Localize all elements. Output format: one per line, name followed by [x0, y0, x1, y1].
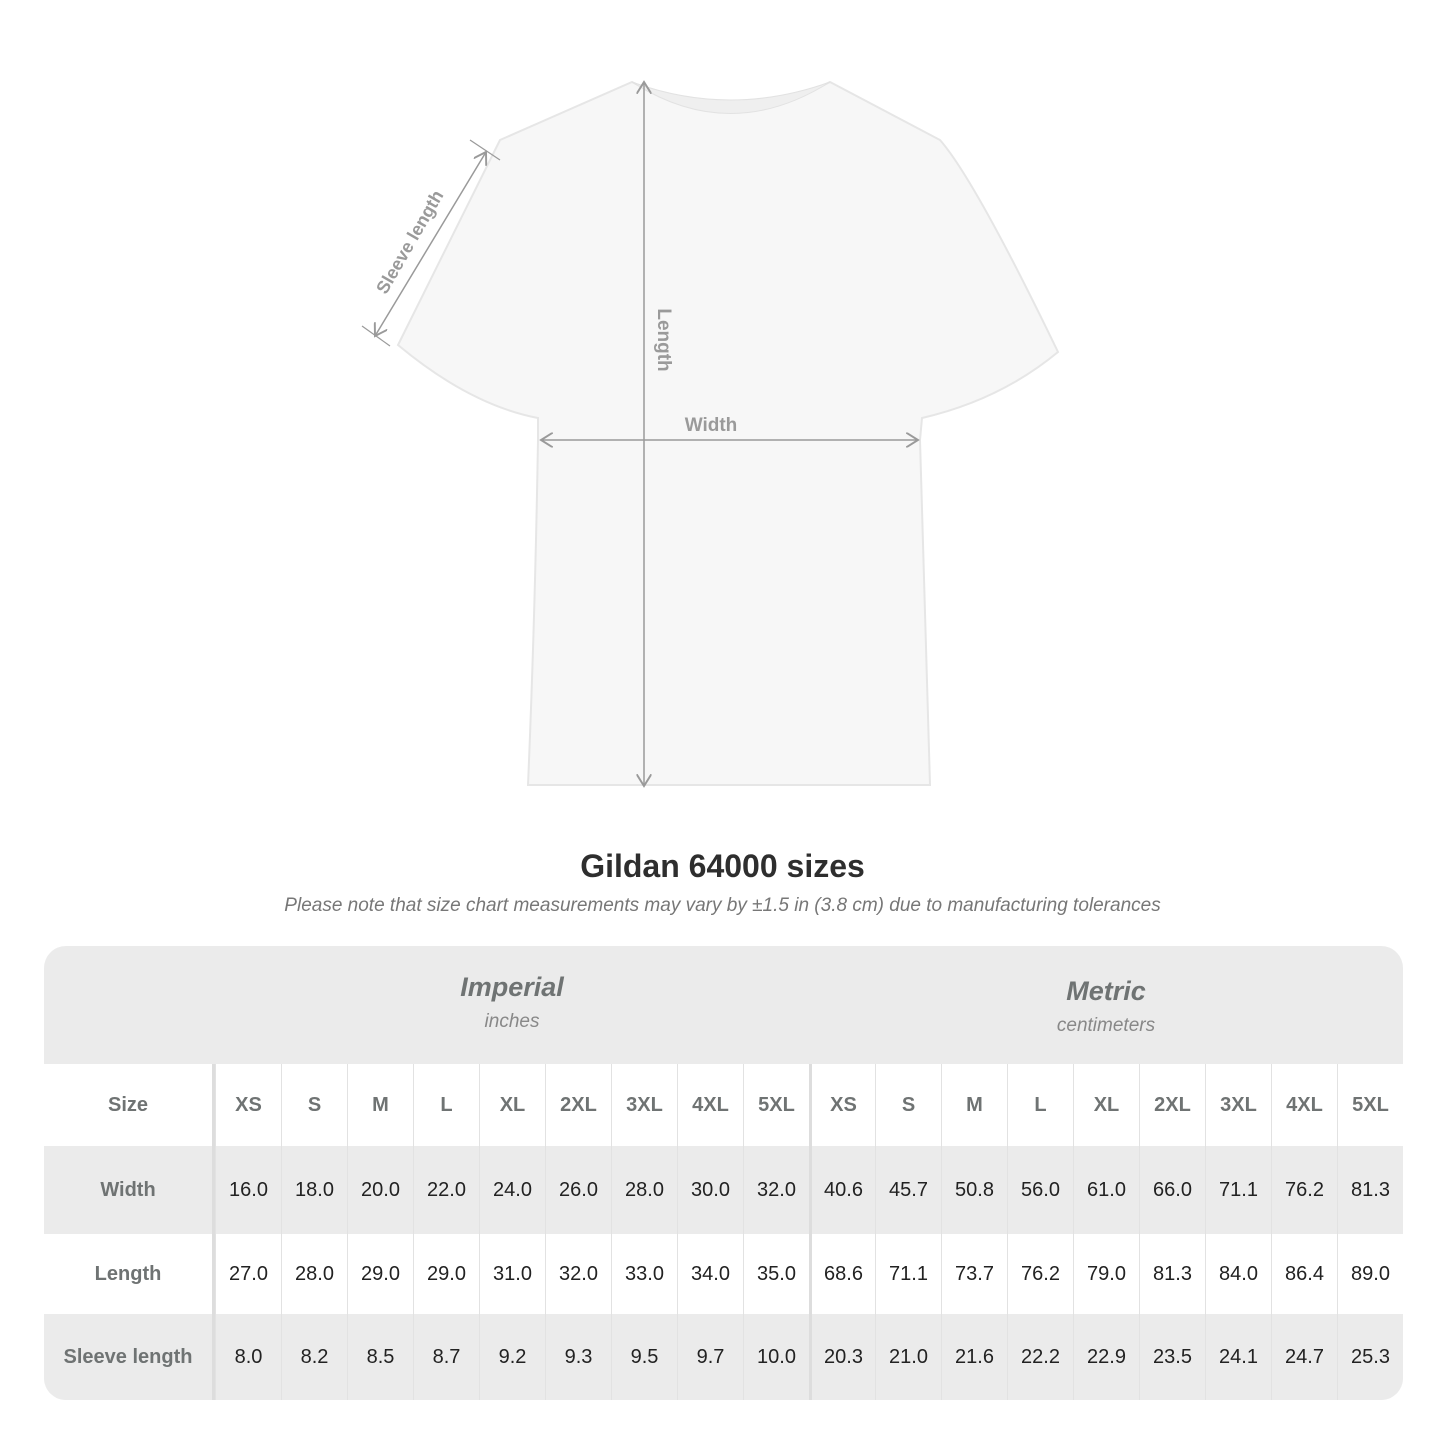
imperial-value: 20.0: [347, 1146, 413, 1234]
imperial-value: 9.7: [677, 1314, 743, 1400]
size-header: 3XL: [611, 1064, 677, 1146]
size-label: Size: [44, 1064, 215, 1146]
size-header: 5XL: [1337, 1064, 1403, 1146]
imperial-value: 27.0: [215, 1234, 281, 1314]
tolerance-note: Please note that size chart measurements…: [284, 895, 1161, 916]
metric-value: 22.2: [1007, 1314, 1073, 1400]
metric-value: 21.0: [875, 1314, 941, 1400]
row-label: Sleeve length: [44, 1314, 215, 1400]
imperial-value: 9.3: [545, 1314, 611, 1400]
imperial-value: 8.2: [281, 1314, 347, 1400]
metric-value: 81.3: [1337, 1146, 1403, 1234]
imperial-value: 9.2: [479, 1314, 545, 1400]
metric-value: 50.8: [941, 1146, 1007, 1234]
imperial-value: 8.5: [347, 1314, 413, 1400]
size-header: 3XL: [1205, 1064, 1271, 1146]
size-header: 2XL: [545, 1064, 611, 1146]
table-row: Sleeve length 8.0 8.2 8.5 8.7 9.2 9.3 9.5 9.7 10.…: [44, 1314, 1403, 1400]
length-label: Length: [653, 308, 674, 371]
size-header-row: Size XS S M L XL 2XL 3XL 4XL 5XL XS S M L XL 2XL 3XL 4XL 5…: [44, 1064, 1403, 1146]
metric-header: Metric centimeters: [1056, 976, 1156, 1036]
metric-value: 24.7: [1271, 1314, 1337, 1400]
metric-value: 89.0: [1337, 1234, 1403, 1314]
size-header: XS: [809, 1064, 875, 1146]
imperial-value: 29.0: [413, 1234, 479, 1314]
imperial-value: 33.0: [611, 1234, 677, 1314]
metric-value: 76.2: [1271, 1146, 1337, 1234]
imperial-value: 32.0: [545, 1234, 611, 1314]
imperial-value: 34.0: [677, 1234, 743, 1314]
imperial-value: 30.0: [677, 1146, 743, 1234]
imperial-value: 9.5: [611, 1314, 677, 1400]
imperial-value: 35.0: [743, 1234, 809, 1314]
size-header: 2XL: [1139, 1064, 1205, 1146]
row-label: Length: [44, 1234, 215, 1314]
metric-value: 66.0: [1139, 1146, 1205, 1234]
collar: [631, 81, 831, 114]
size-header: XL: [479, 1064, 545, 1146]
imperial-value: 31.0: [479, 1234, 545, 1314]
metric-value: 22.9: [1073, 1314, 1139, 1400]
size-header: 4XL: [677, 1064, 743, 1146]
imperial-value: 26.0: [545, 1146, 611, 1234]
size-header: XL: [1073, 1064, 1139, 1146]
metric-value: 81.3: [1139, 1234, 1205, 1314]
metric-value: 21.6: [941, 1314, 1007, 1400]
table-row: Width 16.0 18.0 20.0 22.0 24.0 26.0 28.0 30.0 32.…: [44, 1146, 1403, 1234]
imperial-value: 16.0: [215, 1146, 281, 1234]
metric-value: 23.5: [1139, 1314, 1205, 1400]
size-header: L: [413, 1064, 479, 1146]
size-header: M: [941, 1064, 1007, 1146]
metric-value: 73.7: [941, 1234, 1007, 1314]
metric-value: 79.0: [1073, 1234, 1139, 1314]
imperial-value: 24.0: [479, 1146, 545, 1234]
size-grid: Size XS S M L XL 2XL 3XL 4XL 5XL XS S M L XL 2XL 3XL 4XL 5…: [44, 1064, 1403, 1400]
imperial-value: 8.7: [413, 1314, 479, 1400]
imperial-value: 28.0: [611, 1146, 677, 1234]
metric-value: 45.7: [875, 1146, 941, 1234]
imperial-value: 22.0: [413, 1146, 479, 1234]
imperial-header: Imperial inches: [460, 972, 564, 1032]
imperial-value: 10.0: [743, 1314, 809, 1400]
imperial-value: 8.0: [215, 1314, 281, 1400]
metric-value: 86.4: [1271, 1234, 1337, 1314]
imperial-value: 32.0: [743, 1146, 809, 1234]
sleeve-measure-line: [375, 152, 486, 336]
size-header: L: [1007, 1064, 1073, 1146]
size-header: 4XL: [1271, 1064, 1337, 1146]
page-title: Gildan 64000 sizes: [580, 848, 865, 884]
metric-value: 71.1: [1205, 1146, 1271, 1234]
width-label: Width: [685, 415, 738, 436]
imperial-value: 29.0: [347, 1234, 413, 1314]
row-label: Width: [44, 1146, 215, 1234]
size-header: S: [875, 1064, 941, 1146]
table-row: Length 27.0 28.0 29.0 29.0 31.0 32.0 33.0 34.0 35…: [44, 1234, 1403, 1314]
metric-value: 24.1: [1205, 1314, 1271, 1400]
size-table: Imperial inches Metric centimeters Size X…: [44, 946, 1403, 1400]
metric-value: 61.0: [1073, 1146, 1139, 1234]
metric-value: 71.1: [875, 1234, 941, 1314]
size-header: S: [281, 1064, 347, 1146]
metric-value: 20.3: [809, 1314, 875, 1400]
size-header: XS: [215, 1064, 281, 1146]
imperial-value: 28.0: [281, 1234, 347, 1314]
size-header: M: [347, 1064, 413, 1146]
metric-value: 40.6: [809, 1146, 875, 1234]
metric-value: 76.2: [1007, 1234, 1073, 1314]
metric-value: 84.0: [1205, 1234, 1271, 1314]
imperial-value: 18.0: [281, 1146, 347, 1234]
metric-value: 56.0: [1007, 1146, 1073, 1234]
t-shirt-diagram: Sleeve length Length Width: [361, 0, 1060, 820]
metric-value: 68.6: [809, 1234, 875, 1314]
size-header: 5XL: [743, 1064, 809, 1146]
metric-value: 25.3: [1337, 1314, 1403, 1400]
